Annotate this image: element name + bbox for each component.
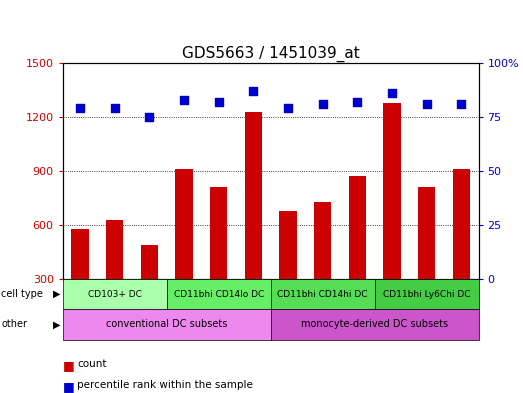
- Bar: [245, 112, 262, 333]
- Bar: [175, 169, 192, 333]
- Text: count: count: [77, 359, 107, 369]
- Bar: [383, 103, 401, 333]
- Point: [110, 105, 119, 112]
- Bar: [271, 279, 374, 309]
- Point: [180, 96, 188, 103]
- Bar: [374, 279, 479, 309]
- Bar: [63, 279, 167, 309]
- Point: [284, 105, 292, 112]
- Point: [76, 105, 84, 112]
- Bar: [314, 202, 331, 333]
- Text: CD103+ DC: CD103+ DC: [88, 290, 142, 299]
- Text: CD11bhi Ly6Chi DC: CD11bhi Ly6Chi DC: [383, 290, 470, 299]
- Text: other: other: [1, 320, 27, 329]
- Point: [145, 114, 154, 120]
- Bar: [452, 169, 470, 333]
- Title: GDS5663 / 1451039_at: GDS5663 / 1451039_at: [182, 45, 359, 62]
- Text: ■: ■: [63, 359, 74, 372]
- Point: [423, 101, 431, 107]
- Point: [388, 90, 396, 96]
- Text: cell type: cell type: [1, 289, 43, 299]
- Text: CD11bhi CD14lo DC: CD11bhi CD14lo DC: [174, 290, 264, 299]
- Text: percentile rank within the sample: percentile rank within the sample: [77, 380, 253, 390]
- Text: ▶: ▶: [53, 320, 60, 329]
- Point: [353, 99, 361, 105]
- Bar: [418, 187, 435, 333]
- Bar: [167, 279, 271, 309]
- Text: monocyte-derived DC subsets: monocyte-derived DC subsets: [301, 320, 448, 329]
- Bar: [141, 245, 158, 333]
- Point: [249, 88, 257, 94]
- Text: ■: ■: [63, 380, 74, 393]
- Bar: [72, 229, 89, 333]
- Bar: [349, 176, 366, 333]
- Point: [457, 101, 465, 107]
- Bar: [279, 211, 297, 333]
- Text: CD11bhi CD14hi DC: CD11bhi CD14hi DC: [277, 290, 368, 299]
- Point: [214, 99, 223, 105]
- Bar: [271, 309, 479, 340]
- Bar: [63, 309, 271, 340]
- Bar: [106, 220, 123, 333]
- Bar: [210, 187, 228, 333]
- Text: conventional DC subsets: conventional DC subsets: [106, 320, 228, 329]
- Text: ▶: ▶: [53, 289, 60, 299]
- Point: [319, 101, 327, 107]
